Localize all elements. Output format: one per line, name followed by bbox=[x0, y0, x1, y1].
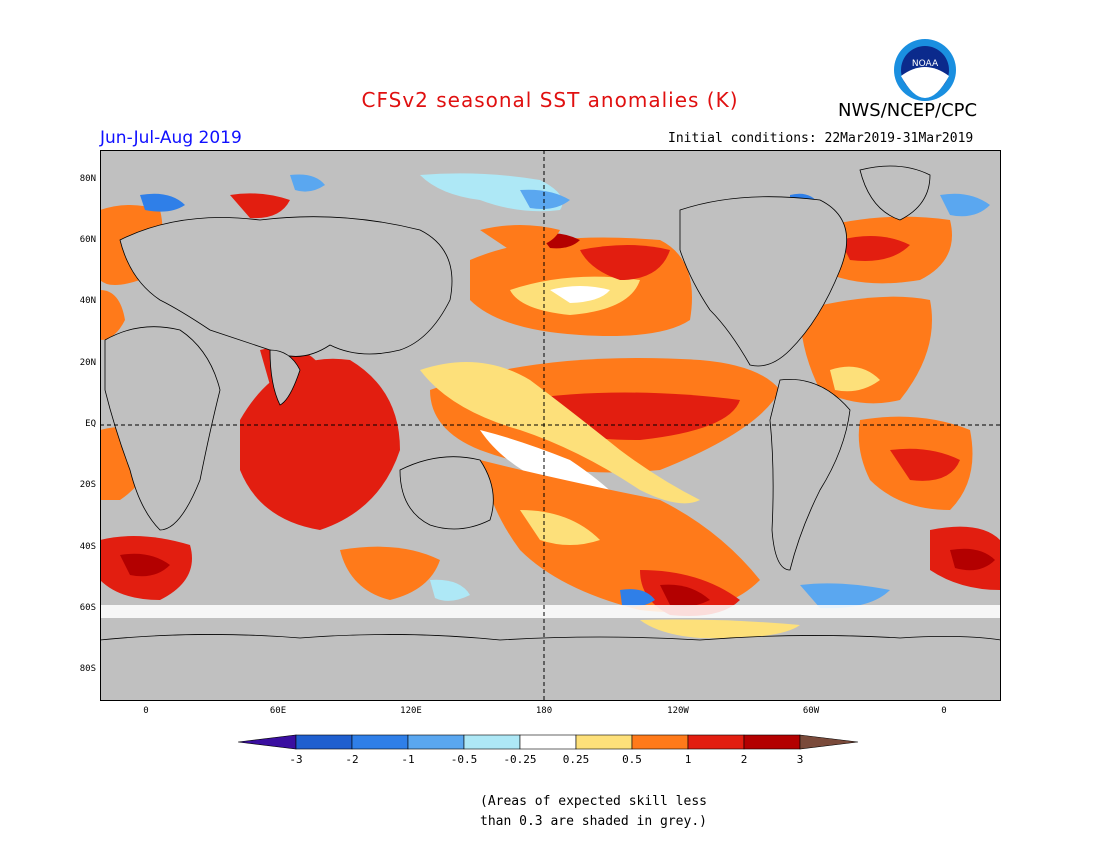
colorbar-tick-label: 1 bbox=[684, 753, 692, 766]
skill-note-line: (Areas of expected skill less bbox=[480, 794, 707, 809]
colorbar-swatch bbox=[631, 734, 689, 750]
colorbar-swatch bbox=[295, 734, 353, 750]
season-label: Jun-Jul-Aug 2019 bbox=[100, 128, 242, 148]
colorbar-swatch bbox=[407, 734, 465, 750]
lon-label: 60E bbox=[269, 706, 287, 716]
colorbar-tick-label: -0.25 bbox=[503, 753, 537, 766]
colorbar-tick-label: -0.5 bbox=[450, 753, 478, 766]
colorbar-swatch bbox=[575, 734, 633, 750]
agency-label: NWS/NCEP/CPC bbox=[838, 100, 978, 121]
lat-label: 60S bbox=[79, 603, 96, 613]
lon-label: 0 bbox=[941, 706, 947, 716]
colorbar-tick-label: -3 bbox=[289, 753, 303, 766]
colorbar-tick-label: 0.25 bbox=[562, 753, 590, 766]
colorbar-swatch bbox=[799, 734, 859, 750]
skill-note-line: than 0.3 are shaded in grey.) bbox=[480, 814, 707, 829]
colorbar-swatch bbox=[687, 734, 745, 750]
lat-label: 60N bbox=[79, 235, 96, 245]
lat-label: 20S bbox=[79, 480, 96, 490]
chart-title: CFSv2 seasonal SST anomalies (K) bbox=[361, 88, 739, 112]
lat-label: EQ bbox=[85, 419, 96, 429]
noaa-logo: NOAA bbox=[894, 39, 956, 101]
lat-label: 20N bbox=[79, 358, 96, 368]
initial-conditions: Initial conditions: 22Mar2019-31Mar2019 bbox=[668, 131, 974, 146]
lon-label: 180 bbox=[535, 706, 553, 716]
lon-label: 0 bbox=[143, 706, 149, 716]
lat-label: 40N bbox=[79, 296, 96, 306]
lon-label: 60W bbox=[802, 706, 820, 716]
colorbar-swatch bbox=[519, 734, 577, 750]
lon-label: 120E bbox=[400, 706, 422, 716]
colorbar-tick-label: -1 bbox=[401, 753, 415, 766]
colorbar-swatch bbox=[463, 734, 521, 750]
lat-label: 80N bbox=[79, 174, 96, 184]
colorbar-swatch bbox=[351, 734, 409, 750]
colorbar-tick-label: 2 bbox=[740, 753, 748, 766]
colorbar-tick-label: -2 bbox=[345, 753, 359, 766]
colorbar-swatch bbox=[238, 734, 297, 750]
svg-text:NOAA: NOAA bbox=[912, 59, 939, 69]
continents bbox=[100, 165, 1001, 701]
skill-note: (Areas of expected skill less than 0.3 a… bbox=[480, 792, 707, 832]
sst-anomaly-map bbox=[100, 150, 1001, 701]
colorbar-tick-label: 0.5 bbox=[622, 753, 642, 766]
lat-label: 40S bbox=[79, 542, 96, 552]
colorbar-swatch bbox=[743, 734, 801, 750]
colorbar-tick-label: 3 bbox=[796, 753, 804, 766]
colorbar bbox=[238, 734, 859, 750]
lon-label: 120W bbox=[667, 706, 689, 716]
lat-label: 80S bbox=[79, 664, 96, 674]
